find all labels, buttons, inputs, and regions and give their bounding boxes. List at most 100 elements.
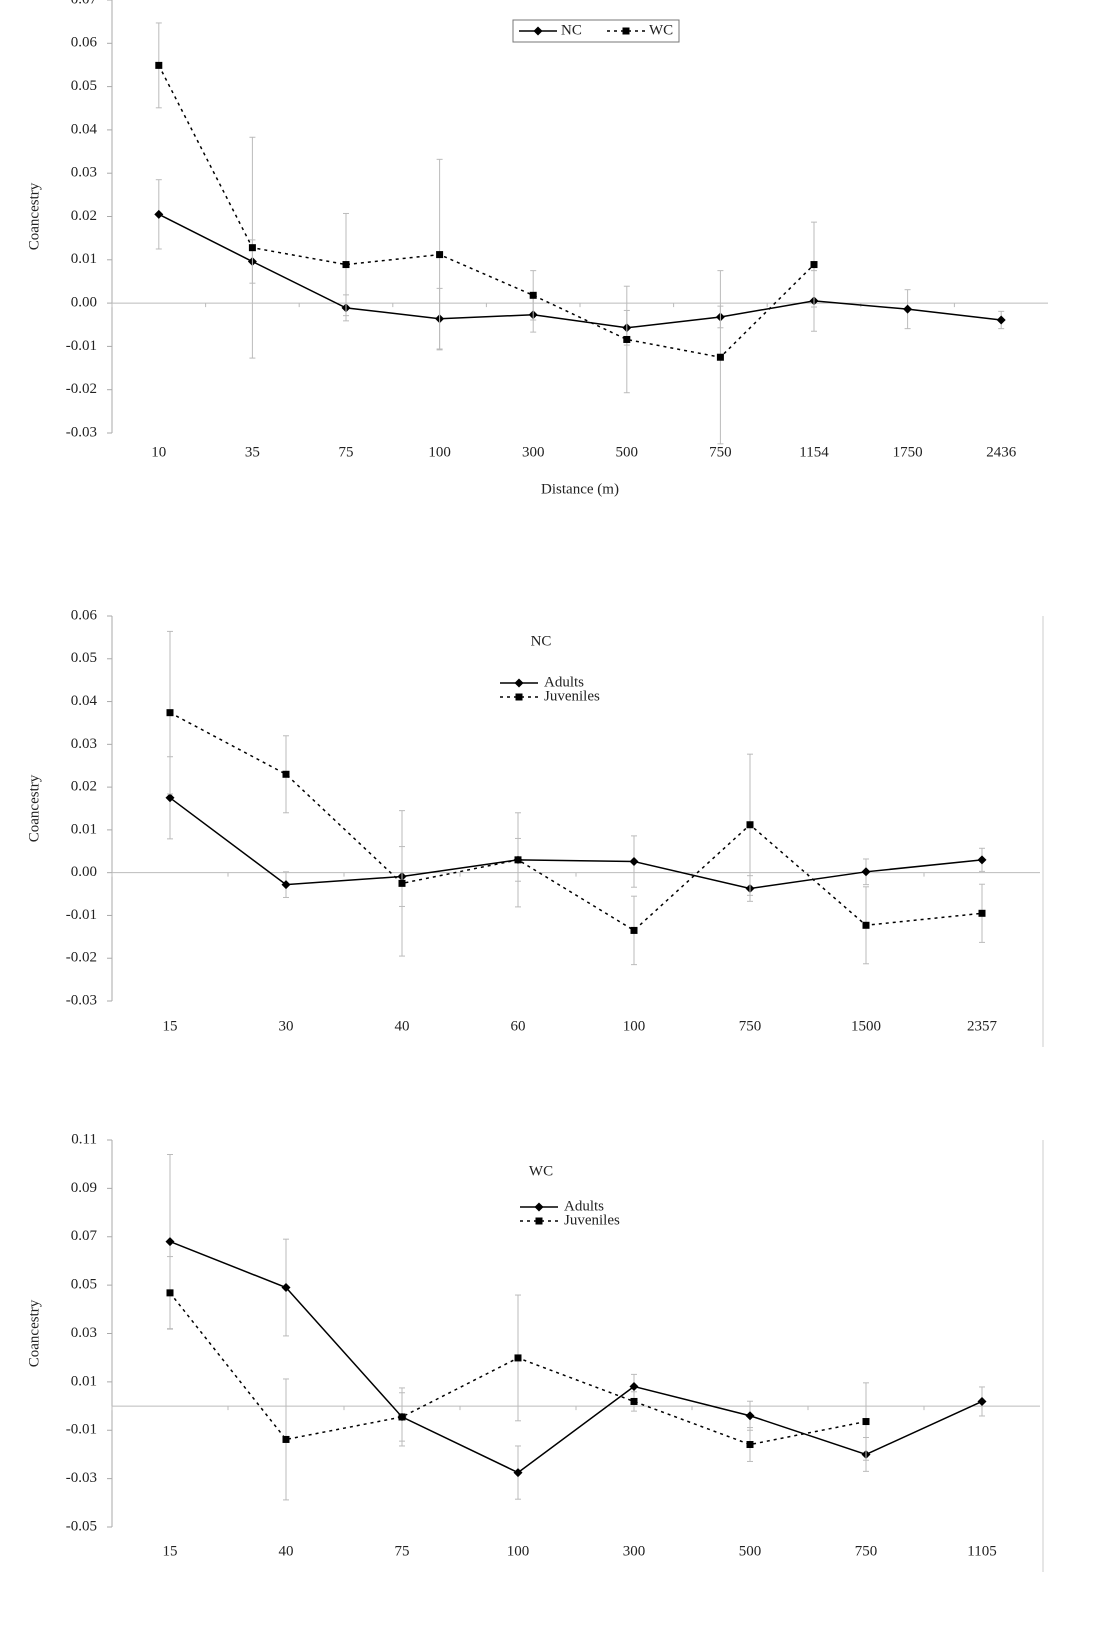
- marker: [514, 678, 524, 688]
- x-tick-label: 750: [739, 1018, 762, 1034]
- series-line: [158, 65, 815, 359]
- marker: [810, 261, 818, 269]
- y-tick-label: 0.11: [71, 1131, 97, 1147]
- x-tick-label: 2436: [986, 444, 1017, 460]
- y-tick-label: 0.01: [71, 251, 97, 267]
- legend-label: Juveniles: [544, 688, 600, 704]
- marker: [165, 793, 175, 803]
- y-tick-label: -0.01: [66, 338, 97, 354]
- x-tick-label: 75: [339, 444, 354, 460]
- x-tick-label: 15: [163, 1018, 178, 1034]
- marker: [630, 926, 638, 934]
- x-tick-label: 15: [163, 1543, 178, 1559]
- y-tick-label: 0.02: [71, 779, 97, 795]
- x-tick-label: 40: [279, 1543, 294, 1559]
- y-tick-label: 0.03: [71, 165, 97, 181]
- y-axis-title: Coancestry: [26, 182, 42, 250]
- marker: [515, 693, 523, 701]
- y-tick-label: -0.02: [66, 950, 97, 966]
- y-tick-label: 0.00: [71, 295, 97, 311]
- x-tick-label: 750: [709, 444, 732, 460]
- marker: [514, 1354, 522, 1362]
- marker: [861, 867, 871, 877]
- marker: [155, 61, 163, 69]
- y-tick-label: 0.04: [71, 693, 98, 709]
- marker: [745, 1411, 755, 1421]
- x-tick-label: 300: [522, 444, 545, 460]
- marker: [282, 770, 290, 778]
- x-tick-label: 1105: [967, 1543, 996, 1559]
- marker: [534, 1202, 544, 1212]
- marker: [281, 880, 291, 890]
- marker: [154, 209, 164, 219]
- legend: NC WC: [512, 19, 680, 43]
- marker: [716, 353, 724, 361]
- marker: [862, 921, 870, 929]
- marker: [977, 1396, 987, 1406]
- marker: [996, 315, 1006, 325]
- x-tick-label: 750: [855, 1543, 878, 1559]
- x-tick-label: 1750: [893, 444, 923, 460]
- x-tick-label: 500: [739, 1543, 762, 1559]
- series-line: [158, 213, 1002, 329]
- x-tick-label: 30: [279, 1018, 294, 1034]
- x-tick-label: 75: [395, 1543, 410, 1559]
- x-tick-label: 100: [428, 444, 451, 460]
- x-tick-label: 300: [623, 1543, 646, 1559]
- y-tick-label: 0.03: [71, 1325, 97, 1341]
- y-tick-label: -0.01: [66, 907, 97, 923]
- marker: [977, 855, 987, 865]
- y-tick-label: -0.03: [66, 1470, 97, 1486]
- series-line: [169, 712, 983, 932]
- y-tick-label: 0.01: [71, 821, 97, 837]
- marker: [166, 709, 174, 717]
- marker: [623, 335, 631, 343]
- marker: [622, 27, 630, 35]
- marker: [513, 1468, 523, 1478]
- x-tick-label: 10: [151, 444, 166, 460]
- series-line: [169, 1240, 983, 1474]
- y-tick-label: -0.01: [66, 1422, 97, 1438]
- x-axis-title: Distance (m): [541, 481, 619, 497]
- marker: [436, 251, 444, 259]
- y-tick-label: 0.07: [71, 1228, 98, 1244]
- marker: [398, 879, 406, 887]
- marker: [629, 1381, 639, 1391]
- x-tick-label: 60: [511, 1018, 526, 1034]
- marker: [978, 909, 986, 917]
- y-tick-label: 0.05: [71, 1277, 97, 1293]
- marker: [514, 856, 522, 864]
- legend-label: Adults: [544, 674, 584, 690]
- y-tick-label: -0.02: [66, 381, 97, 397]
- y-tick-label: 0.06: [71, 607, 98, 623]
- y-axis-title: Coancestry: [26, 774, 42, 842]
- y-axis-title: Coancestry: [26, 1299, 42, 1367]
- marker: [398, 1413, 406, 1421]
- marker: [862, 1418, 870, 1426]
- y-tick-label: 0.05: [71, 78, 97, 94]
- y-tick-label: 0.07: [71, 0, 98, 7]
- y-tick-label: 0.02: [71, 208, 97, 224]
- legend-label: NC: [561, 22, 582, 38]
- x-tick-label: 1154: [799, 444, 829, 460]
- marker: [746, 821, 754, 829]
- x-tick-label: 40: [395, 1018, 410, 1034]
- x-tick-label: 100: [623, 1018, 646, 1034]
- y-tick-label: -0.05: [66, 1518, 97, 1534]
- marker: [342, 261, 350, 269]
- marker: [629, 857, 639, 867]
- y-tick-label: 0.04: [71, 121, 98, 137]
- x-tick-label: 1500: [851, 1018, 881, 1034]
- chart-title: WC: [529, 1163, 553, 1179]
- y-tick-label: -0.03: [66, 992, 97, 1008]
- x-tick-label: 2357: [967, 1018, 998, 1034]
- legend-label: Adults: [564, 1198, 604, 1214]
- legend-label: WC: [649, 22, 673, 38]
- legend-box: [512, 19, 680, 43]
- marker: [281, 1283, 291, 1293]
- chart-title: NC: [531, 633, 552, 649]
- x-tick-label: 500: [616, 444, 639, 460]
